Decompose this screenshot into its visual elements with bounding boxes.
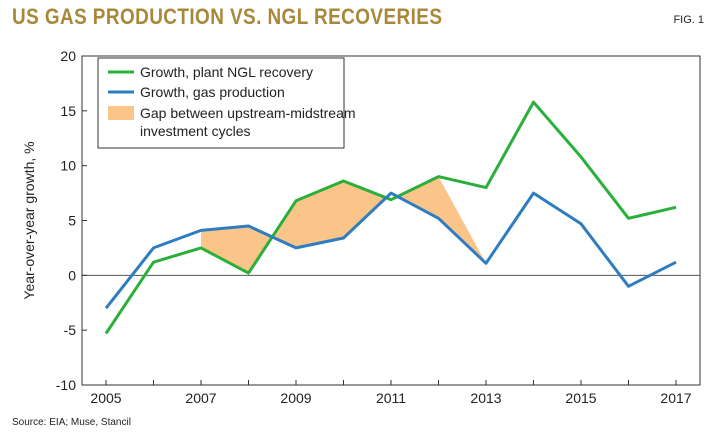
source-note: Source: EIA; Muse, Stancil xyxy=(12,417,131,428)
gas-production-line xyxy=(104,191,677,310)
x-tick-label: 2015 xyxy=(565,390,596,406)
legend-gap-label: Gap between upstream-midstream xyxy=(140,105,356,121)
y-tick-label: -5 xyxy=(64,322,77,338)
page-title: US GAS PRODUCTION VS. NGL RECOVERIES xyxy=(12,4,443,29)
y-tick-label: 10 xyxy=(60,158,76,174)
y-tick-label: -10 xyxy=(56,377,76,393)
x-tick-label: 2005 xyxy=(90,390,121,406)
figure-number: FIG. 1 xyxy=(673,14,704,26)
legend: Growth, plant NGL recovery Growth, gas pr… xyxy=(97,57,356,149)
axes: -10 -5 0 5 10 15 20 2005 2007 2009 2011 2013 2015 201… xyxy=(21,48,701,406)
legend-gap-label: investment cycles xyxy=(140,123,250,139)
x-tick-label: 2007 xyxy=(185,390,216,406)
y-axis-label: Year-over-year growth, % xyxy=(21,141,37,299)
legend-box xyxy=(97,57,345,149)
x-tick-label: 2009 xyxy=(280,390,311,406)
legend-label: Growth, gas production xyxy=(140,84,285,100)
series-lines xyxy=(104,100,677,335)
x-tick-label: 2017 xyxy=(660,390,691,406)
y-tick-label: 0 xyxy=(68,267,76,283)
y-tick-label: 5 xyxy=(68,213,76,229)
x-tick-label: 2011 xyxy=(376,390,406,406)
y-tick-label: 20 xyxy=(60,48,76,64)
legend-label: Growth, plant NGL recovery xyxy=(140,64,313,80)
x-tick-label: 2013 xyxy=(470,390,501,406)
y-tick-label: 15 xyxy=(60,103,76,119)
gap-area xyxy=(272,181,387,248)
legend-gap-swatch xyxy=(108,106,134,120)
ngl-recovery-line xyxy=(104,100,677,335)
